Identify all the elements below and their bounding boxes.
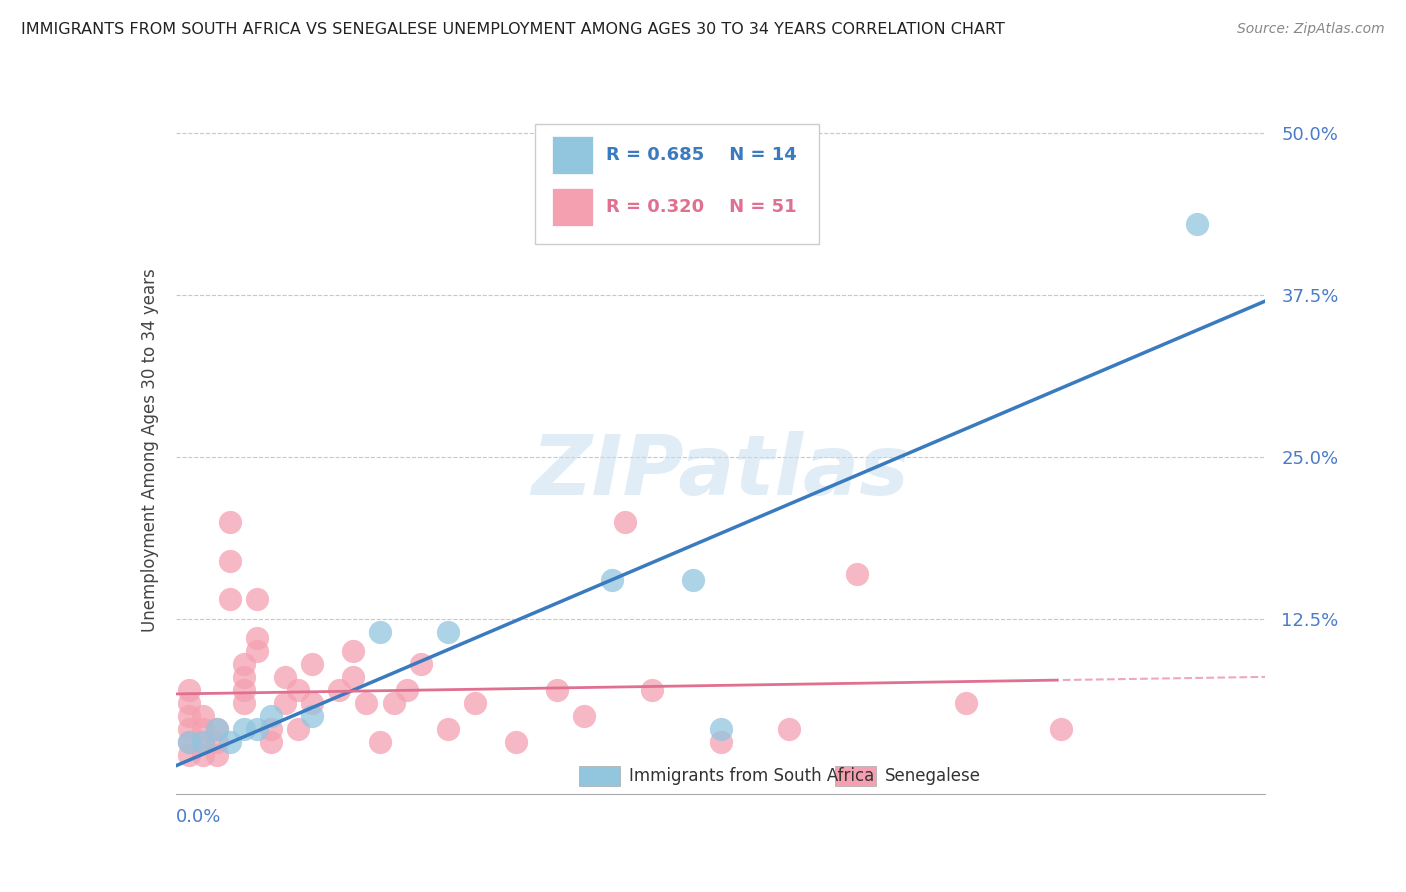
Point — [301, 696, 323, 710]
Bar — [579, 766, 620, 786]
Point — [219, 515, 242, 529]
Point — [232, 722, 254, 736]
Point — [600, 573, 623, 587]
Point — [437, 624, 460, 639]
Point — [342, 670, 364, 684]
Point — [246, 722, 269, 736]
Point — [179, 722, 201, 736]
Point — [232, 657, 254, 672]
Y-axis label: Unemployment Among Ages 30 to 34 years: Unemployment Among Ages 30 to 34 years — [141, 268, 159, 632]
Point — [368, 624, 391, 639]
Text: IMMIGRANTS FROM SOUTH AFRICA VS SENEGALESE UNEMPLOYMENT AMONG AGES 30 TO 34 YEAR: IMMIGRANTS FROM SOUTH AFRICA VS SENEGALE… — [21, 22, 1005, 37]
Point — [710, 735, 733, 749]
Text: R = 0.320    N = 51: R = 0.320 N = 51 — [606, 198, 797, 216]
Point — [179, 735, 201, 749]
Point — [179, 683, 201, 698]
Point — [464, 696, 486, 710]
Point — [179, 747, 201, 762]
Point — [260, 735, 283, 749]
Point — [260, 709, 283, 723]
Point — [274, 696, 297, 710]
Point — [574, 709, 596, 723]
Point — [205, 747, 228, 762]
Bar — [551, 136, 593, 174]
Point — [328, 683, 350, 698]
Point — [219, 735, 242, 749]
Point — [614, 515, 637, 529]
Point — [546, 683, 568, 698]
Point — [232, 683, 254, 698]
Point — [778, 722, 800, 736]
Point — [409, 657, 432, 672]
Point — [382, 696, 405, 710]
Point — [191, 709, 214, 723]
Point — [356, 696, 378, 710]
Point — [845, 566, 868, 581]
FancyBboxPatch shape — [536, 124, 818, 244]
Point — [191, 735, 214, 749]
Text: 0.0%: 0.0% — [176, 807, 221, 826]
Point — [1050, 722, 1073, 736]
Text: Senegalese: Senegalese — [886, 767, 981, 785]
Point — [437, 722, 460, 736]
Point — [191, 735, 214, 749]
Point — [232, 670, 254, 684]
Bar — [835, 766, 876, 786]
Point — [641, 683, 664, 698]
Point — [682, 573, 704, 587]
Point — [219, 592, 242, 607]
Point — [505, 735, 527, 749]
Point — [260, 722, 283, 736]
Point — [191, 722, 214, 736]
Point — [287, 683, 309, 698]
Point — [1187, 217, 1209, 231]
Text: R = 0.685    N = 14: R = 0.685 N = 14 — [606, 146, 797, 164]
Text: Source: ZipAtlas.com: Source: ZipAtlas.com — [1237, 22, 1385, 37]
Point — [205, 722, 228, 736]
Point — [342, 644, 364, 658]
Point — [246, 592, 269, 607]
Point — [179, 735, 201, 749]
Text: Immigrants from South Africa: Immigrants from South Africa — [628, 767, 875, 785]
Point — [246, 644, 269, 658]
Point — [179, 709, 201, 723]
Bar — [551, 187, 593, 226]
Point — [301, 657, 323, 672]
Point — [287, 722, 309, 736]
Text: ZIPatlas: ZIPatlas — [531, 431, 910, 512]
Point — [205, 735, 228, 749]
Point — [219, 553, 242, 567]
Point — [955, 696, 977, 710]
Point — [396, 683, 419, 698]
Point — [191, 747, 214, 762]
Point — [246, 632, 269, 646]
Point — [710, 722, 733, 736]
Point — [205, 722, 228, 736]
Point — [232, 696, 254, 710]
Point — [179, 696, 201, 710]
Point — [274, 670, 297, 684]
Point — [368, 735, 391, 749]
Point — [301, 709, 323, 723]
